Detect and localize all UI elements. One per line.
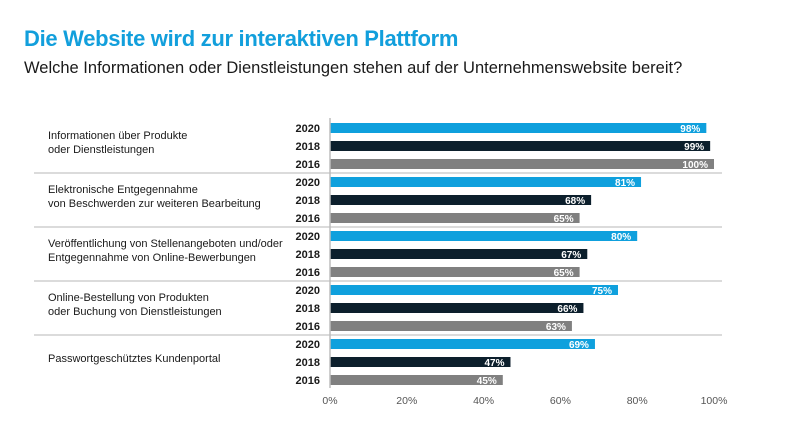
bar-2018	[330, 195, 592, 205]
x-tick-label: 40%	[473, 395, 494, 407]
data-label: 45%	[477, 376, 497, 387]
year-label: 2020	[296, 231, 320, 243]
x-tick-label: 100%	[701, 395, 728, 407]
data-label: 69%	[569, 340, 589, 351]
page-title: Die Website wird zur interaktiven Plattf…	[24, 26, 459, 51]
year-label: 2016	[296, 375, 320, 387]
data-label: 65%	[554, 214, 574, 225]
year-label: 2016	[296, 267, 320, 279]
data-label: 81%	[615, 178, 635, 189]
bar-2020	[330, 231, 638, 241]
data-label: 63%	[546, 322, 566, 333]
data-label: 98%	[680, 124, 700, 135]
category-label: oder Buchung von Dienstleistungen	[48, 306, 222, 318]
year-label: 2018	[296, 141, 320, 153]
year-label: 2018	[296, 195, 320, 207]
year-label: 2016	[296, 159, 320, 171]
bar-2018	[330, 249, 588, 259]
bar-2018	[330, 303, 584, 313]
year-label: 2020	[296, 177, 320, 189]
category-label: Online-Bestellung von Produkten	[48, 292, 209, 304]
bar-2016	[330, 321, 572, 331]
bar-2020	[330, 123, 707, 133]
data-label: 65%	[554, 268, 574, 279]
bar-2016	[330, 159, 714, 169]
category-label: Entgegennahme von Online-Bewerbungen	[48, 252, 256, 264]
bar-2020	[330, 285, 618, 295]
year-label: 2016	[296, 213, 320, 225]
data-label: 99%	[684, 142, 704, 153]
category-label: oder Dienstleistungen	[48, 144, 154, 156]
data-label: 80%	[611, 232, 631, 243]
page-subtitle: Welche Informationen oder Dienstleistung…	[24, 59, 683, 77]
bar-2016	[330, 213, 580, 223]
year-label: 2018	[296, 303, 320, 315]
data-label: 75%	[592, 286, 612, 297]
data-label: 67%	[561, 250, 581, 261]
data-label: 100%	[682, 160, 708, 171]
bar-2018	[330, 357, 511, 367]
bar-2020	[330, 339, 595, 349]
year-label: 2020	[296, 339, 320, 351]
bar-2018	[330, 141, 711, 151]
x-tick-label: 80%	[627, 395, 648, 407]
category-label: von Beschwerden zur weiteren Bearbeitung	[48, 198, 261, 210]
year-label: 2018	[296, 249, 320, 261]
data-label: 47%	[484, 358, 504, 369]
year-label: 2016	[296, 321, 320, 333]
category-label: Veröffentlichung von Stellenangeboten un…	[48, 238, 283, 250]
category-label: Passwortgeschütztes Kundenportal	[48, 353, 220, 365]
x-tick-label: 20%	[396, 395, 417, 407]
year-label: 2018	[296, 357, 320, 369]
x-tick-label: 0%	[322, 395, 337, 407]
bar-2020	[330, 177, 642, 187]
data-label: 68%	[565, 196, 585, 207]
year-label: 2020	[296, 285, 320, 297]
bar-2016	[330, 375, 503, 385]
data-label: 66%	[557, 304, 577, 315]
category-label: Informationen über Produkte	[48, 130, 187, 142]
bar-2016	[330, 267, 580, 277]
x-tick-label: 60%	[550, 395, 571, 407]
category-label: Elektronische Entgegennahme	[48, 184, 198, 196]
year-label: 2020	[296, 123, 320, 135]
